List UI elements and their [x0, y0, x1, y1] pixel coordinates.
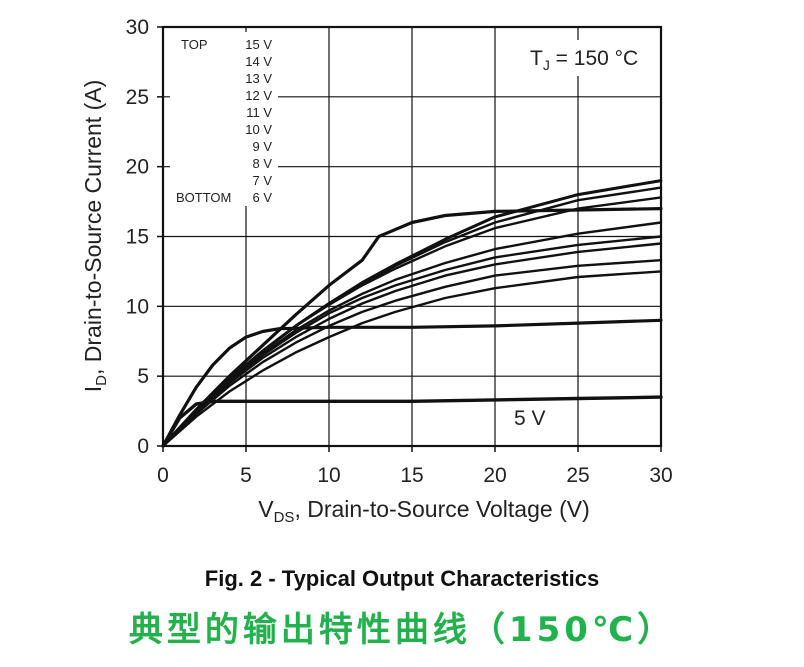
legend: 15 V 14 V 13 V 12 V 11 V 10 V 9 V 8 V 7 V 6 V TOP B… [170, 32, 278, 206]
curve-vgs-5v [161, 395, 663, 448]
condition-label: TJ = 150 °C [522, 40, 652, 76]
y-tick-label: 15 [126, 226, 149, 249]
legend-entry: 11 V [246, 105, 272, 120]
legend-entry: 14 V [245, 54, 272, 69]
y-tick-label: 10 [126, 295, 149, 318]
legend-entry: 7 V [252, 173, 272, 188]
x-tick-label: 5 [240, 464, 252, 487]
curves [161, 179, 663, 448]
y-tick-label: 0 [137, 435, 149, 458]
y-axis-label: ID, Drain-to-Source Current (A) [80, 80, 110, 392]
legend-top-label: TOP [181, 37, 208, 52]
axis-ticks: 0 5 10 15 20 25 30 0 5 10 15 20 25 30 [126, 16, 673, 487]
x-axis-label: VDS, Drain-to-Source Voltage (V) [258, 496, 589, 526]
curve-vgs-9v [161, 242, 663, 448]
legend-background [170, 32, 278, 206]
y-tick-label: 20 [126, 156, 149, 179]
curve-annotation-5v: 5 V [506, 402, 556, 432]
y-tick-label: 30 [126, 16, 149, 39]
x-tick-label: 25 [566, 464, 589, 487]
legend-entry: 8 V [252, 156, 272, 171]
svg-text:TJ = 150 °C: TJ = 150 °C [530, 47, 638, 73]
legend-entry: 13 V [245, 71, 272, 86]
legend-bottom-label: BOTTOM [176, 190, 231, 205]
x-tick-label: 15 [400, 464, 423, 487]
curve-vgs-12v [161, 207, 663, 448]
curve-vgs-8v [161, 259, 663, 448]
chinese-caption: 典型的输出特性曲线（150℃） [128, 610, 676, 650]
output-characteristics-chart: 0 5 10 15 20 25 30 0 5 10 15 20 25 30 15 V 14 V 13 V 12 … [80, 16, 673, 526]
legend-entry: 6 V [252, 190, 272, 205]
y-tick-label: 25 [126, 86, 149, 109]
legend-entry: 12 V [245, 88, 272, 103]
legend-entry: 10 V [245, 122, 272, 137]
x-tick-label: 10 [317, 464, 340, 487]
x-tick-label: 0 [157, 464, 169, 487]
y-tick-label: 5 [137, 365, 149, 388]
legend-entry: 15 V [245, 37, 272, 52]
figure-caption: Fig. 2 - Typical Output Characteristics [204, 566, 600, 591]
svg-text:5 V: 5 V [514, 407, 546, 430]
curve-vgs-6v [161, 318, 663, 448]
x-tick-label: 20 [483, 464, 506, 487]
curve-vgs-7v [161, 270, 663, 448]
legend-entry: 9 V [252, 139, 272, 154]
x-tick-label: 30 [649, 464, 672, 487]
